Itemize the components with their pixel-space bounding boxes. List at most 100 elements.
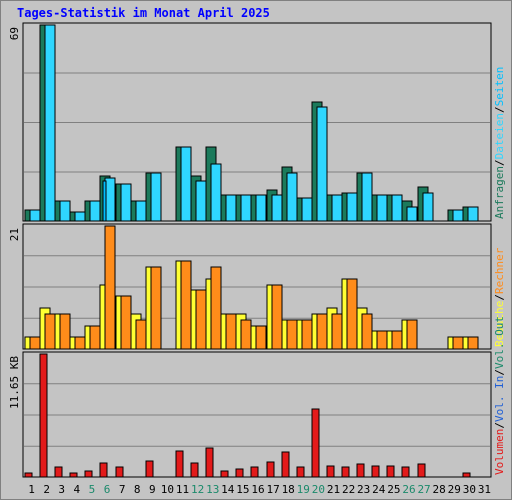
middle-bar-rechner-day-5 [89,325,101,350]
chart-title: Tages-Statistik im Monat April 2025 [17,6,270,20]
top-bar-dateien-day-21 [331,194,343,222]
middle-bar-rechner-day-25 [391,330,403,350]
middle-bar-rechner-day-8 [135,319,147,350]
middle-bar-rechner-day-18 [286,319,298,350]
top-bar-dateien-day-30 [467,206,479,222]
top-bar-dateien-day-26 [406,206,418,222]
middle-bar-rechner-day-21 [331,313,343,350]
bottom-bar-volumen-day-20 [311,408,320,478]
top-max-label: 69 [8,27,21,40]
middle-bar-rechner-day-23 [361,313,373,350]
top-bar-dateien-day-20 [316,106,328,222]
x-tick-label: 11 [176,483,189,496]
top-legend-item: Dateien [493,113,506,159]
x-tick-label: 9 [149,483,156,496]
x-tick-label: 26 [402,483,415,496]
bottom-legend: Volumen/Vol. In/Vol. Out [493,316,506,475]
x-tick-label: 17 [266,483,279,496]
bottom-legend-item: Vol. Out [493,316,506,369]
bottom-bar-volumen-day-2 [39,353,48,478]
x-tick-label: 10 [161,483,174,496]
top-bar-dateien-day-5 [89,200,101,222]
bottom-bar-volumen-day-26 [401,466,410,478]
x-tick-label: 16 [251,483,264,496]
middle-bar-rechner-day-4 [74,336,86,350]
bottom-bar-volumen-day-19 [296,466,305,478]
top-bar-dateien-day-13 [210,163,222,222]
bottom-max-label: 11.65 KB [8,356,21,409]
middle-bar-rechner-day-26 [406,319,418,350]
bottom-bar-volumen-day-21 [326,465,335,478]
middle-bar-rechner-day-1 [29,336,41,350]
bottom-bar-volumen-day-15 [235,468,244,478]
top-legend: Anfragen/Dateien/Seiten [493,67,506,219]
middle-legend: Besuche/Rechner [493,247,506,347]
top-bar-dateien-day-25 [391,194,403,222]
middle-legend-item: Rechner [493,247,506,294]
bottom-legend-item: / [493,422,506,429]
top-bar-dateien-day-7 [120,183,132,222]
bottom-bar-volumen-day-23 [356,463,365,478]
top-bar-dateien-day-2 [44,24,56,222]
middle-bar-rechner-day-16 [255,325,267,350]
middle-bar-rechner-day-14 [225,313,237,350]
top-bar-dateien-day-24 [376,194,388,222]
x-tick-label: 6 [104,483,111,496]
top-bar-dateien-day-18 [286,172,298,222]
middle-bar-rechner-day-30 [467,336,479,350]
top-bar-dateien-day-12 [195,180,207,222]
middle-legend-item: Besuche [493,301,506,347]
top-legend-item: / [493,159,506,166]
middle-bar-rechner-day-13 [210,266,222,350]
bottom-bar-volumen-day-17 [266,461,275,478]
bottom-bar-volumen-day-27 [417,463,426,478]
bottom-bar-volumen-day-13 [205,447,214,478]
x-tick-label: 24 [372,483,386,496]
top-legend-item: Anfragen [493,166,506,219]
x-tick-label: 13 [206,483,219,496]
middle-bar-rechner-day-22 [346,278,358,350]
top-bar-seiten-day-6 [102,180,107,222]
middle-bar-rechner-day-11 [180,260,192,350]
top-bar-dateien-day-11 [180,146,192,222]
middle-bar-rechner-day-9 [150,266,162,350]
top-bar-dateien-day-9 [150,172,162,222]
bottom-bar-volumen-day-5 [84,470,93,478]
x-tick-label: 15 [236,483,249,496]
x-tick-label: 20 [312,483,325,496]
bottom-bar-volumen-day-3 [54,466,63,478]
bottom-bar-volumen-day-12 [190,462,199,478]
x-tick-label: 3 [58,483,65,496]
bottom-bar-volumen-day-24 [371,465,380,478]
x-tick-label: 23 [357,483,370,496]
x-tick-label: 12 [191,483,204,496]
x-tick-label: 22 [342,483,355,496]
bottom-bar-volumen-day-6 [99,462,108,478]
middle-bar-rechner-day-3 [59,313,71,350]
top-bar-dateien-day-3 [59,200,71,222]
top-bar-dateien-day-29 [452,209,464,222]
bottom-bar-volumen-day-30 [462,472,471,478]
middle-bar-rechner-day-29 [452,336,464,350]
top-bar-dateien-day-17 [271,194,283,222]
top-bar-dateien-day-22 [346,192,358,222]
top-bar-dateien-day-1 [29,209,41,222]
x-tick-label: 30 [463,483,476,496]
bottom-bar-volumen-day-18 [281,451,290,478]
bottom-legend-item: Vol. In [493,376,506,422]
top-bar-dateien-day-27 [422,192,434,222]
top-bar-dateien-day-23 [361,172,373,222]
bottom-bar-volumen-day-1 [24,472,33,478]
bottom-bar-volumen-day-22 [341,466,350,478]
top-legend-item: Seiten [493,67,506,107]
top-legend-item: / [493,106,506,113]
x-tick-label: 18 [282,483,295,496]
x-tick-label: 25 [387,483,400,496]
bottom-bar-volumen-day-4 [69,472,78,478]
middle-bar-rechner-day-17 [271,284,283,350]
x-tick-label: 27 [417,483,430,496]
middle-bar-rechner-day-6 [104,225,116,350]
middle-bar-rechner-day-19 [301,319,313,350]
x-tick-label: 2 [43,483,50,496]
